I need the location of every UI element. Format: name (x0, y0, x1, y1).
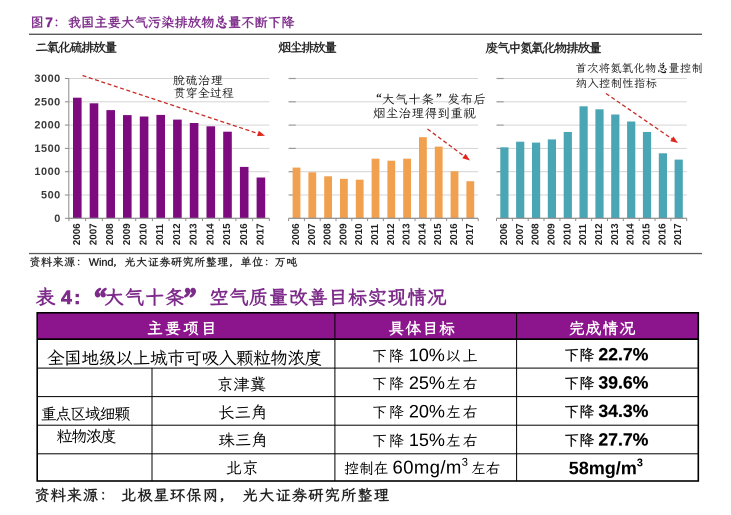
svg-text:2017: 2017 (255, 223, 266, 245)
svg-text:2012: 2012 (172, 223, 183, 245)
svg-text:2009: 2009 (546, 223, 557, 245)
svg-text:2015: 2015 (433, 223, 444, 245)
svg-text:2008: 2008 (323, 223, 334, 245)
svg-text:2011: 2011 (578, 223, 589, 245)
svg-text:2007: 2007 (307, 223, 318, 245)
svg-text:2010: 2010 (139, 223, 150, 245)
svg-text:1000: 1000 (34, 166, 60, 178)
svg-text:2010: 2010 (354, 223, 365, 245)
svg-text:2500: 2500 (34, 96, 60, 108)
svg-text:2006: 2006 (499, 223, 510, 245)
svg-text:0: 0 (54, 213, 61, 225)
svg-text:2011: 2011 (370, 223, 381, 245)
svg-text:2014: 2014 (626, 223, 637, 245)
svg-text:2009: 2009 (122, 223, 133, 245)
svg-text:2016: 2016 (449, 223, 460, 245)
svg-text:2010: 2010 (562, 223, 573, 245)
svg-text:2007: 2007 (89, 223, 100, 245)
svg-text:2013: 2013 (610, 223, 621, 245)
svg-text:2008: 2008 (105, 223, 116, 245)
svg-text:2016: 2016 (239, 223, 250, 245)
svg-text:2006: 2006 (72, 223, 83, 245)
svg-text:2007: 2007 (515, 223, 526, 245)
svg-text:500: 500 (41, 190, 61, 202)
svg-text:1500: 1500 (34, 143, 60, 155)
svg-text:2017: 2017 (673, 223, 684, 245)
svg-text:3000: 3000 (34, 73, 60, 85)
svg-text:2013: 2013 (402, 223, 413, 245)
svg-text:2011: 2011 (155, 223, 166, 245)
svg-text:2015: 2015 (222, 223, 233, 245)
svg-text:2013: 2013 (189, 223, 200, 245)
svg-text:2009: 2009 (338, 223, 349, 245)
svg-text:2008: 2008 (531, 223, 542, 245)
svg-text:2012: 2012 (386, 223, 397, 245)
svg-text:2015: 2015 (642, 223, 653, 245)
svg-text:2014: 2014 (205, 223, 216, 245)
svg-text:2000: 2000 (34, 120, 60, 132)
svg-text:2016: 2016 (657, 223, 668, 245)
svg-text:2014: 2014 (417, 223, 428, 245)
svg-text:2012: 2012 (594, 223, 605, 245)
svg-text:2006: 2006 (291, 223, 302, 245)
svg-text:2017: 2017 (465, 223, 476, 245)
